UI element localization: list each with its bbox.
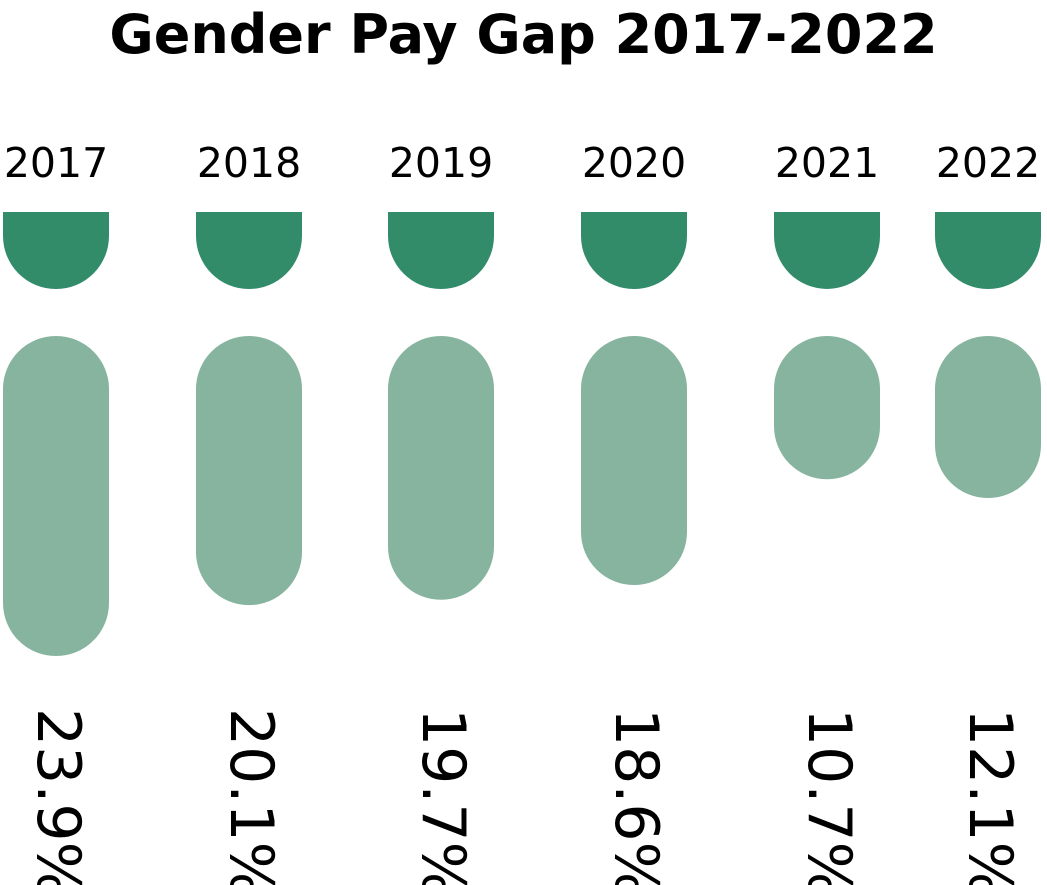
value-label-2021: 10.7%: [794, 708, 864, 885]
bar-2018: [196, 336, 302, 606]
value-label-2022: 12.1%: [955, 708, 1025, 885]
year-label-2018: 2018: [197, 139, 301, 187]
bar-2017: [3, 336, 109, 657]
value-label-2017: 23.9%: [23, 708, 93, 885]
cap-marker-2018: [196, 212, 302, 289]
bar-2020: [581, 336, 687, 586]
bars: [3, 336, 1041, 657]
cap-marker-2019: [388, 212, 494, 289]
bar-2021: [774, 336, 880, 480]
bar-2022: [935, 336, 1041, 499]
cap-markers: [3, 212, 1041, 289]
year-label-2019: 2019: [389, 139, 493, 187]
value-label-2018: 20.1%: [216, 708, 286, 885]
year-label-2017: 2017: [4, 139, 108, 187]
value-labels: 23.9% 20.1% 19.7% 18.6% 10.7% 12.1%: [23, 708, 1025, 885]
value-label-2020: 18.6%: [601, 708, 671, 885]
year-labels: 2017 2018 2019 2020 2021 2022: [4, 139, 1040, 187]
cap-marker-2021: [774, 212, 880, 289]
cap-marker-2022: [935, 212, 1041, 289]
year-label-2021: 2021: [775, 139, 879, 187]
bar-2019: [388, 336, 494, 600]
year-label-2020: 2020: [582, 139, 686, 187]
chart-title: Gender Pay Gap 2017-2022: [109, 3, 938, 66]
cap-marker-2017: [3, 212, 109, 289]
year-label-2022: 2022: [936, 139, 1040, 187]
cap-marker-2020: [581, 212, 687, 289]
value-label-2019: 19.7%: [408, 708, 478, 885]
